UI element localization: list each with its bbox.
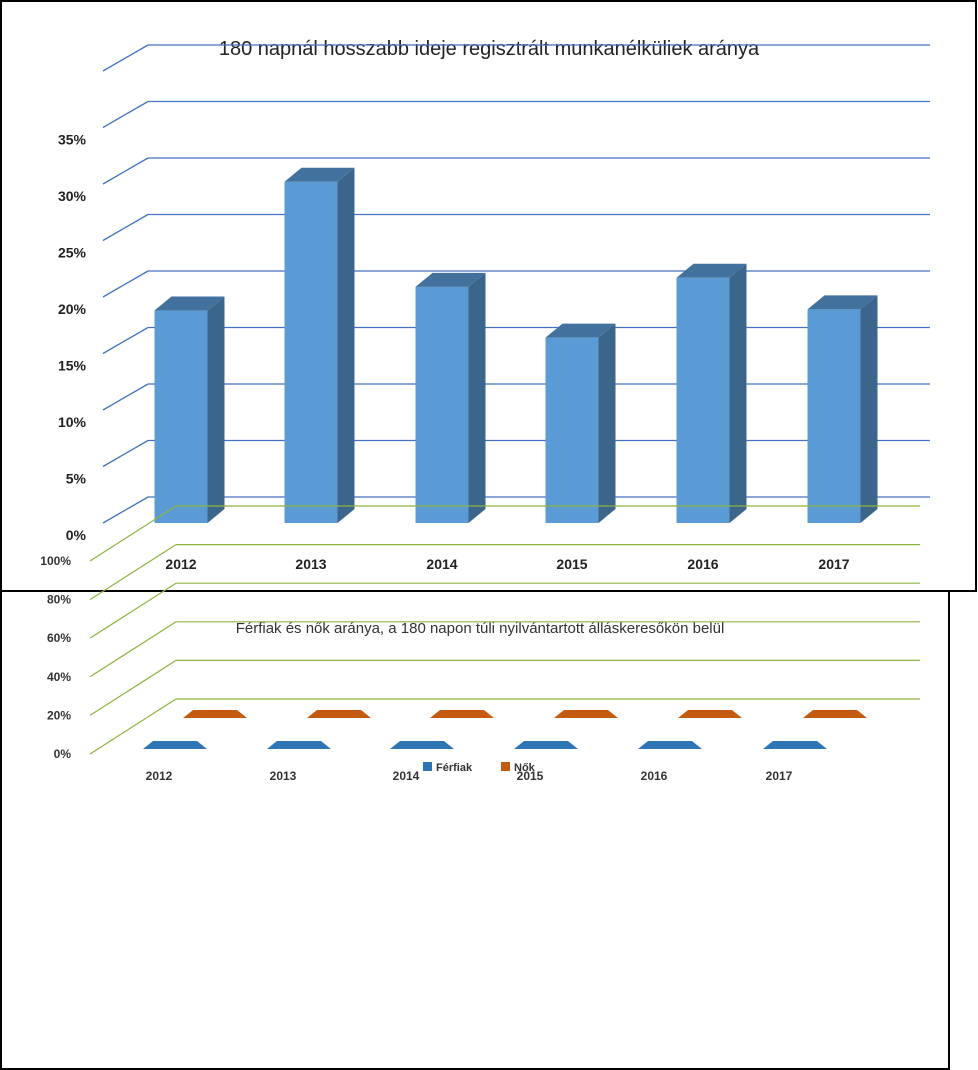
gridline-diagonal xyxy=(102,213,149,242)
legend-label-nok: Nők xyxy=(514,762,536,774)
y-tick-label: 35% xyxy=(58,132,87,148)
bar-ferfiak xyxy=(267,741,331,749)
bar-nok xyxy=(307,710,371,718)
y-tick-label: 0% xyxy=(66,527,87,543)
bar-front xyxy=(676,277,730,523)
x-tick-label: 2016 xyxy=(687,556,718,572)
gridline-diagonal xyxy=(102,383,149,411)
gridline-diagonal xyxy=(89,698,177,755)
y-tick-label: 25% xyxy=(58,245,87,261)
y-tick-label: 100% xyxy=(40,554,71,568)
bar-front xyxy=(154,310,208,523)
bar-nok xyxy=(554,710,618,718)
bar-front xyxy=(284,181,338,524)
bar-nok xyxy=(678,710,742,718)
gridline-diagonal xyxy=(89,621,177,678)
bar-front xyxy=(807,309,861,523)
y-tick-label: 5% xyxy=(66,471,87,487)
x-tick-label: 2015 xyxy=(556,556,587,572)
gridline-diagonal xyxy=(89,505,177,562)
x-tick-label: 2013 xyxy=(295,556,326,572)
gridline-diagonal xyxy=(102,44,149,72)
bar-top xyxy=(807,295,878,310)
bar-side xyxy=(729,263,747,523)
bar-ferfiak xyxy=(143,741,207,749)
legend-swatch-ferfiak xyxy=(423,762,432,771)
bar-nok xyxy=(803,710,867,718)
gridline-diagonal xyxy=(102,100,149,129)
y-tick-label: 30% xyxy=(58,188,87,204)
x-tick-label: 2016 xyxy=(641,769,668,783)
gridline-diagonal xyxy=(102,157,149,185)
bar-top xyxy=(415,272,486,287)
bar-side xyxy=(207,296,225,523)
x-tick-label: 2012 xyxy=(165,556,196,572)
bar-top xyxy=(676,263,747,278)
chart2-legend: Férfiak Nők xyxy=(423,762,536,774)
y-tick-label: 20% xyxy=(47,708,71,722)
gridline-diagonal xyxy=(102,270,149,298)
bar-ferfiak xyxy=(763,741,827,749)
y-tick-label: 80% xyxy=(47,593,71,607)
legend-swatch-nok xyxy=(501,762,510,771)
chart1-title: 180 napnál hosszabb ideje regisztrált mu… xyxy=(219,38,760,60)
bar-top xyxy=(545,323,616,338)
bar-side xyxy=(468,272,486,523)
bar-nok xyxy=(183,710,247,718)
chart2-title: Férfiak és nők aránya, a 180 napon túli … xyxy=(236,620,725,637)
gridline-diagonal xyxy=(89,544,177,601)
gridline-diagonal xyxy=(102,496,149,524)
y-tick-label: 10% xyxy=(58,414,87,430)
bar-ferfiak xyxy=(390,741,454,749)
x-tick-label: 2015 xyxy=(517,769,544,783)
y-tick-label: 20% xyxy=(58,301,87,317)
y-tick-label: 0% xyxy=(54,747,72,761)
gridline-diagonal xyxy=(102,326,149,355)
bar-side xyxy=(598,323,616,523)
bar-side xyxy=(860,295,878,523)
x-tick-label: 2013 xyxy=(270,769,297,783)
x-tick-label: 2012 xyxy=(146,769,173,783)
x-tick-label: 2017 xyxy=(818,556,849,572)
gridline-diagonal xyxy=(89,582,177,639)
gridline-diagonal xyxy=(102,439,149,468)
legend-label-ferfiak: Férfiak xyxy=(436,762,473,774)
bar-front xyxy=(545,337,599,523)
bar-ferfiak xyxy=(638,741,702,749)
x-tick-label: 2014 xyxy=(393,769,420,783)
bar-nok xyxy=(430,710,494,718)
bar-front xyxy=(415,286,469,523)
y-tick-label: 60% xyxy=(47,631,71,645)
x-tick-label: 2017 xyxy=(766,769,793,783)
y-tick-label: 40% xyxy=(47,670,71,684)
x-tick-label: 2014 xyxy=(426,556,457,572)
bar-ferfiak xyxy=(514,741,578,749)
bar-top xyxy=(154,296,225,311)
chart2-border xyxy=(0,590,950,1070)
bar-top xyxy=(284,167,355,182)
y-tick-label: 15% xyxy=(58,358,87,374)
gridline-diagonal xyxy=(89,659,177,716)
bar-side xyxy=(337,167,355,524)
